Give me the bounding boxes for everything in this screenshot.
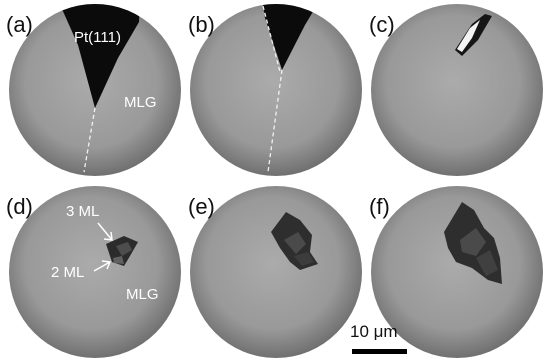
panel-c-image (371, 4, 543, 176)
panel-d-2ml-arrowhead (101, 260, 112, 270)
panel-a-domain-boundary (83, 107, 96, 173)
label-2ml: 2 ML (51, 264, 85, 281)
panel-label-e: (e) (188, 194, 215, 219)
panel-d-3ml-domain (116, 242, 132, 256)
panel-e-disk (190, 186, 362, 358)
panel-f-lower-domain (476, 250, 498, 276)
panel-c-bright-edge (457, 20, 480, 52)
panel-d-2ml-domain (113, 256, 124, 264)
panel-b-pt111-region (262, 4, 320, 70)
panel-label-c: (c) (369, 12, 395, 37)
panel-label-d: (d) (6, 194, 33, 219)
label-mlg-bottom: MLG (126, 286, 159, 303)
panel-d-disk (9, 186, 181, 358)
panel-a-image (9, 4, 181, 176)
panel-b-boundary-upper (262, 5, 281, 73)
panel-d-2ml-arrow (93, 261, 111, 272)
label-pt111: Pt(111) (74, 29, 121, 46)
panel-label-b: (b) (188, 12, 215, 37)
panel-a-pt111-region (58, 4, 140, 108)
panel-f-image (371, 186, 543, 358)
scale-bar (352, 349, 407, 354)
panel-b-disk (190, 4, 362, 176)
label-3ml: 3 ML (66, 203, 100, 220)
panel-d-3ml-arrowhead (103, 231, 113, 241)
panel-f-disk (371, 186, 543, 358)
panel-e-inner-domain (284, 232, 306, 254)
panel-d-image (9, 186, 181, 358)
scale-bar-label: 10 μm (350, 322, 398, 341)
panel-c-disk (371, 4, 543, 176)
label-mlg-top: MLG (124, 94, 157, 111)
panel-label-a: (a) (6, 12, 33, 37)
panel-f-inner-domain (460, 228, 486, 256)
panel-label-f: (f) (369, 194, 390, 219)
panel-e-image (190, 186, 362, 358)
panel-e-lower-domain (294, 252, 314, 266)
panel-b-boundary-lower (267, 69, 283, 173)
panel-d-3ml-arrow (97, 222, 113, 241)
panel-b-image (190, 4, 362, 176)
